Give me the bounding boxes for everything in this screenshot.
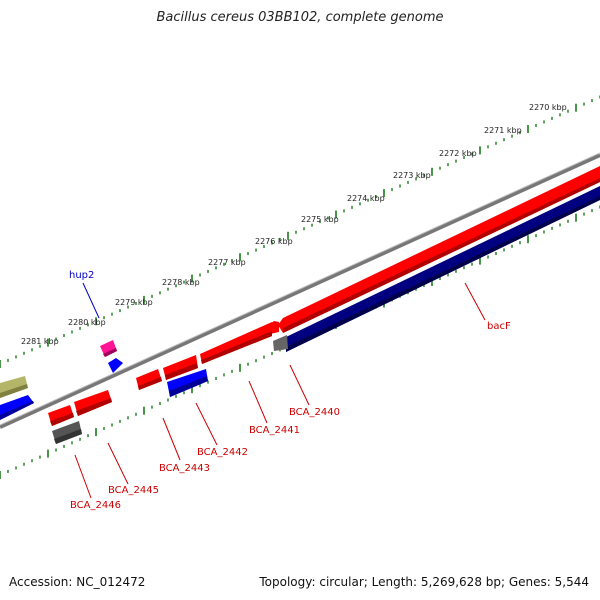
gene-label-bacF[interactable]: bacF xyxy=(487,321,511,332)
scale-label: 2281 kbp xyxy=(21,337,59,346)
gene-hup2-shade xyxy=(103,348,117,357)
gene-small-blue[interactable] xyxy=(108,358,123,373)
genome-summary-text: Topology: circular; Length: 5,269,628 bp… xyxy=(259,575,589,589)
scale-labels: 2270 kbp 2271 kbp 2272 kbp 2273 kbp 2274… xyxy=(21,103,567,346)
gene-leaders xyxy=(74,282,486,499)
gene-bacF-shade xyxy=(283,178,600,333)
gene-olive-shade xyxy=(0,384,28,398)
scale-label: 2273 kbp xyxy=(393,171,431,180)
gene-left-blue-shade xyxy=(0,401,34,420)
scale-label: 2280 kbp xyxy=(68,318,106,327)
scale-label: 2274 kbp xyxy=(347,194,385,203)
scale-ticks xyxy=(0,95,600,479)
gene-labels: hup2 bacF BCA_2440 BCA_2441 BCA_2442 BCA… xyxy=(69,270,511,511)
scale-label: 2275 kbp xyxy=(301,215,339,224)
gene-BCA_2446-shade xyxy=(50,413,74,426)
gene-pseudo-grey-2-shade xyxy=(54,429,82,444)
gene-label-BCA_2446[interactable]: BCA_2446 xyxy=(70,500,121,511)
gene-label-BCA_2442[interactable]: BCA_2442 xyxy=(197,447,248,458)
scale-label: 2278 kbp xyxy=(162,278,200,287)
gene-BCA_2443-shade xyxy=(138,377,162,390)
gene-reverse-dark-shade xyxy=(286,196,600,352)
gene-label-BCA_2445[interactable]: BCA_2445 xyxy=(108,485,159,496)
map-title: Bacillus cereus 03BB102, complete genome xyxy=(156,10,444,25)
backbone-axis-highlight xyxy=(0,152,600,426)
scale-label: 2272 kbp xyxy=(439,149,477,158)
scale-label: 2277 kbp xyxy=(208,258,246,267)
accession-text: Accession: NC_012472 xyxy=(9,575,146,589)
gene-BCA_2445-shade xyxy=(76,398,112,416)
gene-label-BCA_2440[interactable]: BCA_2440 xyxy=(289,407,340,418)
gene-pseudo-grey-1[interactable] xyxy=(273,335,288,351)
gene-label-hup2[interactable]: hup2 xyxy=(69,270,94,281)
scale-label: 2270 kbp xyxy=(529,103,567,112)
scale-label: 2279 kbp xyxy=(115,298,153,307)
backbone-axis xyxy=(0,153,600,429)
scale-label: 2271 kbp xyxy=(484,126,522,135)
scale-label: 2276 kbp xyxy=(255,237,293,246)
gene-label-BCA_2443[interactable]: BCA_2443 xyxy=(159,463,210,474)
gene-label-BCA_2441[interactable]: BCA_2441 xyxy=(249,425,300,436)
gene-BCA_2442-reverse-shade xyxy=(169,376,208,397)
gene-BCA_2441-shade xyxy=(201,331,272,364)
gene-bacF-head[interactable] xyxy=(278,318,283,333)
gene-BCA_2442-shade xyxy=(165,363,198,380)
